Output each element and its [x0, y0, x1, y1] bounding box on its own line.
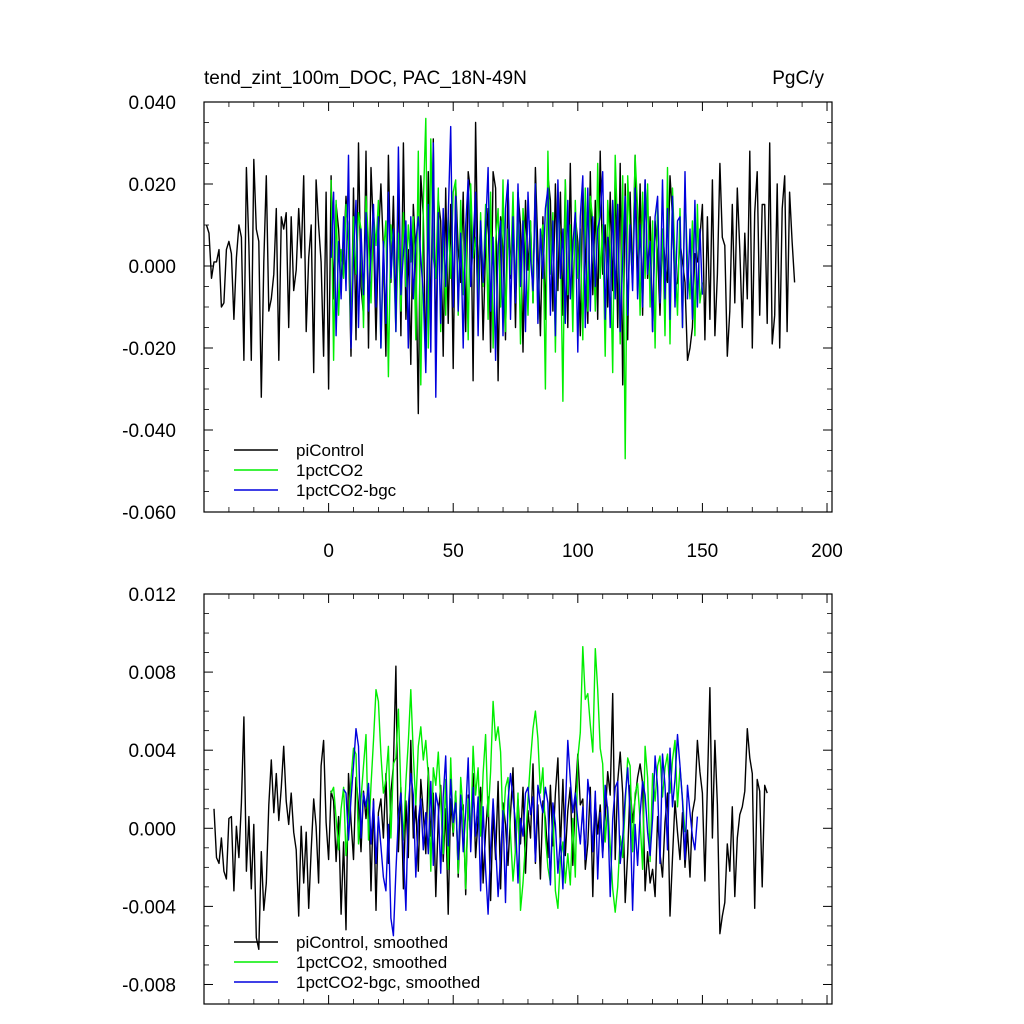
bottom-panel: -0.008 -0.004 0.000 0.004 0.008 0.012 piContr… — [122, 585, 833, 1005]
top-x-tick-label: 200 — [811, 541, 843, 562]
bottom-y-tick-label: 0.004 — [128, 741, 176, 762]
top-legend-label-2: 1pctCO2 — [296, 461, 363, 480]
top-y-tick-label: -0.060 — [122, 503, 176, 524]
bottom-legend-label-1: piControl, smoothed — [296, 933, 448, 952]
bottom-y-tick-label: -0.008 — [122, 975, 176, 996]
bottom-y-tick-label: -0.004 — [122, 897, 176, 918]
bottom-series-line-3 — [343, 728, 699, 937]
bottom-y-tick-label: 0.012 — [128, 585, 176, 606]
top-y-tick-label: 0.040 — [128, 93, 176, 114]
bottom-axis-layer: -0.008 -0.004 0.000 0.004 0.008 0.012 — [122, 585, 832, 1004]
top-legend-label-3: 1pctCO2-bgc — [296, 481, 397, 500]
top-chart-title: tend_zint_100m_DOC, PAC_18N-49N — [204, 68, 527, 89]
top-y-tick-label: 0.020 — [128, 175, 176, 196]
top-series-line-3 — [330, 125, 704, 398]
top-x-tick-label: 0 — [323, 541, 334, 562]
top-axis-layer: -0.060 -0.040 -0.020 0.000 0.020 0.040 0 50 100 1… — [122, 93, 843, 562]
bottom-plot-frame — [203, 593, 833, 1005]
top-series-layer — [205, 117, 796, 460]
top-y-tick-label: -0.020 — [122, 339, 176, 360]
bottom-legend-label-3: 1pctCO2-bgc, smoothed — [296, 973, 480, 992]
bottom-y-tick-label: 0.000 — [128, 819, 176, 840]
top-x-tick-label: 150 — [687, 541, 719, 562]
bottom-series-line-1 — [213, 665, 768, 950]
bottom-y-tick-label: 0.008 — [128, 663, 176, 684]
top-chart-units: PgC/y — [772, 68, 824, 89]
top-x-tick-label: 100 — [562, 541, 594, 562]
top-x-tick-label: 50 — [443, 541, 464, 562]
top-y-tick-label: -0.040 — [122, 421, 176, 442]
top-series-line-1 — [205, 121, 796, 415]
bottom-legend-label-2: 1pctCO2, smoothed — [296, 953, 447, 972]
top-legend-label-1: piControl — [296, 441, 364, 460]
top-y-tick-label: 0.000 — [128, 257, 176, 278]
bottom-series-layer — [213, 646, 768, 950]
top-panel: tend_zint_100m_DOC, PAC_18N-49N PgC/y -0… — [122, 68, 843, 562]
